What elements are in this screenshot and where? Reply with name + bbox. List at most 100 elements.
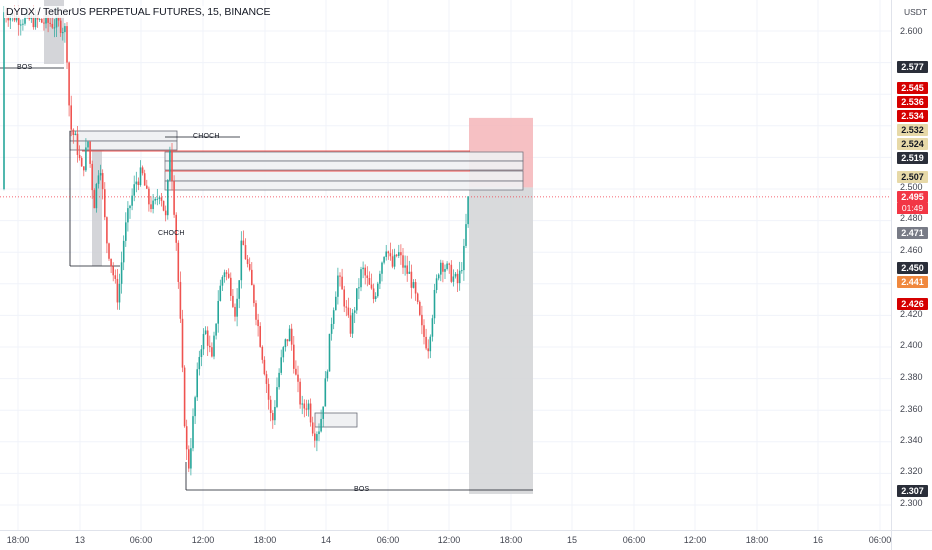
candle-body [223,272,226,278]
candle-body [307,403,310,410]
candle-body [364,267,366,276]
candle-body [442,262,444,272]
candle-body [284,339,287,348]
time-axis[interactable] [0,530,891,550]
candle-body [324,378,327,407]
candle-body [76,133,79,155]
y-tick: 2.420 [900,309,923,319]
candle-body [383,256,385,263]
candle-body [280,357,282,373]
candle-body [139,167,142,186]
candle-body [38,19,41,21]
candle-body [118,283,121,303]
candle-body [9,15,12,21]
candle-body [263,359,266,375]
candle-body [179,281,182,319]
candle-body [127,208,129,223]
price-badge: 2.471 [897,227,928,239]
candle-body [158,197,161,199]
candle-body [211,347,213,357]
candle-body [379,273,381,284]
candle-body [316,434,318,441]
candle-body [122,240,125,263]
candle-body [17,16,20,25]
price-badge: 2.307 [897,485,928,497]
candle-body [402,255,404,268]
candle-body [463,245,465,271]
candlestick-plot[interactable] [0,0,891,530]
candle-body [356,288,358,311]
candle-countdown: 01:49 [897,203,928,214]
candle-body [265,374,268,384]
candle-body [374,296,377,300]
candle-body [227,273,230,278]
candle-body [175,214,177,243]
candle-body [74,133,77,135]
candle-body [99,173,102,176]
candle-body [150,204,152,210]
x-tick: 12:00 [437,535,461,545]
candle-body [160,197,163,201]
choch-top-label: CHOCH [193,133,220,140]
candle-body [7,16,9,21]
candle-body [253,285,255,304]
candle-body [286,339,289,342]
x-tick: 18:00 [745,535,769,545]
candle-body [353,310,356,313]
candle-body [425,336,427,349]
candle-body [204,330,207,334]
take-profit-zone [469,187,533,494]
price-badge: 2.532 [897,124,928,136]
y-tick: 2.320 [900,466,923,476]
x-tick: 12:00 [191,535,215,545]
candle-body [257,319,259,327]
candle-body [213,335,215,357]
candle-body [196,369,198,398]
candle-body [156,198,159,200]
candle-body [83,166,85,171]
candle-body [171,151,173,182]
chart-area[interactable]: DYDX / TetherUS PERPETUAL FUTURES, 15, B… [0,0,891,530]
candle-body [3,12,5,190]
candle-body [450,264,453,282]
y-tick: 2.380 [900,372,923,382]
candle-body [185,426,188,450]
candle-body [303,403,306,409]
candle-body [288,328,291,342]
candle-body [419,301,421,315]
x-tick: 18:00 [253,535,277,545]
symbol-title[interactable]: DYDX / TetherUS PERPETUAL FUTURES, 15, B… [4,6,273,18]
candle-body [135,181,138,185]
candle-body [146,185,148,189]
candle-body [232,295,234,307]
candle-body [51,23,54,28]
y-tick: 2.600 [900,26,923,36]
candle-body [49,22,51,24]
x-tick: 18:00 [499,535,523,545]
price-badge: 2.577 [897,61,928,73]
candle-body [20,24,22,26]
supply-zone [164,160,524,171]
candle-body [110,258,112,267]
candle-body [206,330,209,346]
candle-body [87,141,89,148]
x-tick: 13 [74,535,86,545]
candle-body [393,254,396,267]
candle-body [326,371,329,379]
candle-body [328,333,331,372]
candle-body [381,262,383,274]
candle-body [290,328,293,345]
supply-zone [164,180,524,191]
candle-body [209,345,211,348]
candle-body [238,280,240,299]
candle-body [192,416,194,449]
candle-body [202,333,205,350]
candle-body [188,449,190,469]
candle-body [274,406,276,421]
candle-body [221,277,224,286]
y-tick: 2.460 [900,245,923,255]
candle-body [301,403,303,405]
candle-body [45,15,47,24]
y-tick: 2.360 [900,404,923,414]
candle-body [194,397,196,417]
